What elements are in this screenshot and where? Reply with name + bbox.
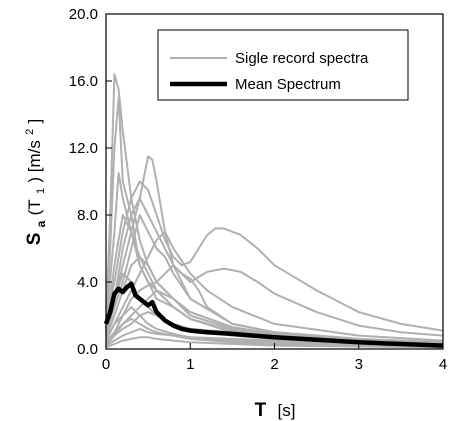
y-axis-title: S a (T 1 ) [m/s 2 ] — [17, 119, 50, 246]
y-axis-title-sub-1: 1 — [35, 188, 47, 194]
series-layer — [103, 73, 444, 349]
y-tick-label: 20.0 — [69, 6, 98, 23]
x-axis-title-main: T — [255, 400, 267, 421]
x-tick-label: 4 — [439, 356, 447, 373]
mean-spectrum-line — [103, 281, 444, 348]
y-axis-title-unit: ) [m/s — [25, 140, 44, 183]
y-axis-title-s: S — [24, 233, 45, 246]
y-axis-title-open: (T — [25, 199, 44, 215]
record-spectrum-line-15 — [105, 306, 444, 347]
y-axis-title-sub-a: a — [34, 220, 48, 227]
x-axis-title-unit: [s] — [277, 401, 295, 420]
y-axis-title-end: ] — [25, 119, 44, 124]
x-axis-title: T [s] — [255, 400, 296, 421]
record-spectrum-line-4 — [105, 180, 444, 332]
y-tick-label: 16.0 — [69, 73, 98, 90]
y-axis-title-sup-2: 2 — [24, 129, 36, 135]
y-tick-label: 4.0 — [77, 274, 98, 291]
record-spectrum-line-11 — [105, 264, 444, 344]
y-tick-label: 8.0 — [77, 207, 98, 224]
legend: Sigle record spectra Mean Spectrum — [157, 29, 409, 101]
record-spectrum-line-9 — [105, 230, 444, 342]
legend-label-mean: Mean Spectrum — [235, 76, 341, 93]
y-tick-label: 0.0 — [77, 341, 98, 358]
legend-box — [157, 29, 409, 101]
y-tick-label: 12.0 — [69, 140, 98, 157]
x-tick-label: 0 — [102, 356, 110, 373]
record-spectrum-line-5 — [105, 197, 444, 337]
record-spectrum-line-1 — [105, 73, 444, 345]
record-spectrum-line-16 — [105, 327, 444, 347]
x-tick-label: 3 — [355, 356, 363, 373]
record-spectrum-line-6 — [105, 172, 444, 345]
legend-label-record: Sigle record spectra — [235, 50, 369, 67]
x-tick-label: 1 — [186, 356, 194, 373]
x-tick-label: 2 — [270, 356, 278, 373]
ticks-layer: 0 1 2 3 4 0.0 4.0 8.0 12.0 16.0 20.0 — [69, 6, 447, 373]
